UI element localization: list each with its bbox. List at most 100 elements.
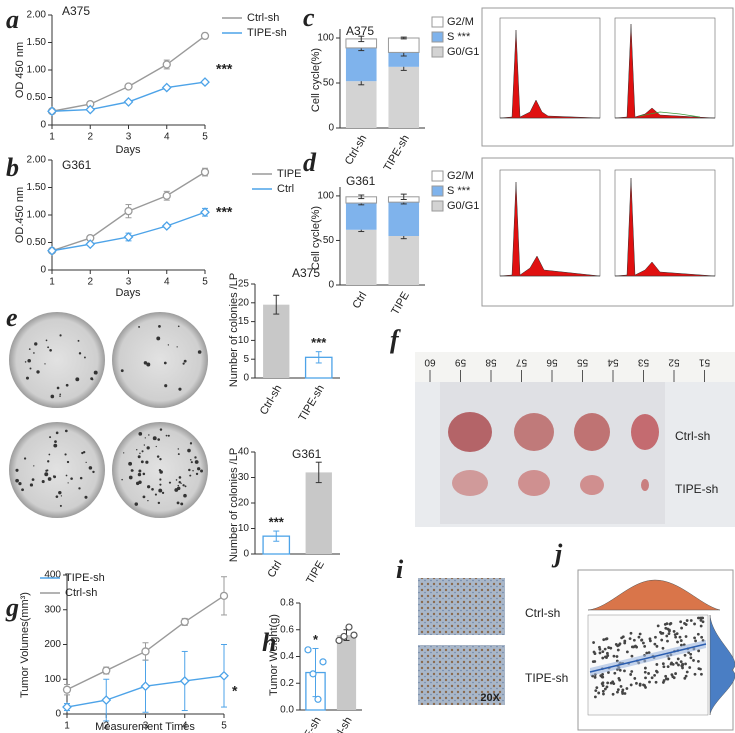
scatter-dot [607,646,611,649]
scatter-dot [654,635,657,639]
point [162,191,171,200]
ruler-label: 60 [424,356,436,367]
scatter-dot [592,641,595,644]
ihc-images [418,578,505,705]
colony [70,477,73,480]
scatter-dot [676,657,680,661]
scatter-dot [647,672,650,675]
ruler-label: 54 [607,356,619,367]
y-axis-label: Tumor Weight(g) [268,614,280,696]
scatter-dot [609,646,613,650]
x-tick-label: 3 [143,721,149,732]
y-tick-label: 40 [238,447,250,458]
scatter-dot [660,638,664,642]
y-tick-label: 0 [328,280,334,291]
bar-segment [388,52,420,67]
ruler-label: 58 [485,356,497,367]
y-tick-label: 0 [40,120,46,131]
point [314,695,322,703]
scatter-dot [693,622,696,626]
colony [158,468,162,472]
panel-letter: b [6,153,19,182]
colony [177,325,180,328]
colony [178,476,182,479]
colony [58,490,62,495]
scatter-dot [629,673,633,676]
point [102,666,111,675]
error-bar [273,294,280,315]
scatter-dot [688,666,692,669]
point [219,591,229,600]
scatter-dot [595,686,599,690]
scatter-dot [679,620,683,624]
scatter-dot [672,630,676,633]
point [101,695,112,706]
y-tick-label: 0 [243,549,249,560]
flow-cytometry-g361 [481,157,734,307]
colony [67,482,69,484]
x-tick-label: TIPE-sh [293,715,323,733]
panel-letter: j [551,539,563,568]
colony [188,468,191,472]
scatter-dot [667,628,671,632]
scatter-dot [638,683,642,687]
y-tick-label: 25 [238,279,250,290]
scatter-dot [630,670,634,673]
colony [24,361,27,363]
colony [180,502,184,506]
bar-segment [388,66,420,128]
bar-segment [388,202,420,236]
scatter-dot [659,632,663,635]
error-bar [400,193,407,200]
point [85,104,96,115]
colony [176,346,178,348]
colony [194,460,199,464]
x-tick-label: TIPE-sh [297,383,327,423]
point [200,31,210,41]
scatter-dot [593,675,597,679]
colony [138,325,140,328]
scatter-dot [649,639,652,643]
colony [190,461,193,464]
scatter-dot [683,653,687,657]
y-axis-label: Number of colonies /LP [228,273,240,387]
point [162,60,171,69]
scatter-dot [603,687,607,691]
colony [189,442,193,445]
scatter-dot [600,675,604,679]
scatter-dot [616,688,620,692]
colony [168,481,172,484]
x-tick-label: 3 [126,277,132,288]
scatter-dot [606,681,610,685]
x-axis-label: Measurement Times [95,721,195,733]
colony [167,434,170,437]
x-tick-label: TIPE-sh [382,133,412,173]
x-tick-label: 2 [103,721,109,732]
scatter-dot [632,645,636,649]
scatter-dot [593,695,597,699]
scatter-dot [681,666,684,670]
ruler-label: 51 [699,356,711,367]
colony [65,474,68,477]
colony [15,478,19,483]
scatter-dot [654,680,658,684]
colony [64,453,67,456]
y-tick-label: 0.50 [27,237,47,248]
colony [142,495,146,499]
legend-label: G0/G1 [447,46,479,58]
y-tick-label: 0.4 [280,651,294,662]
error-bar [315,461,322,484]
x-tick-label: TIPE [304,559,327,586]
scatter-dot [591,660,595,664]
annotation: * [313,632,319,647]
colony [137,455,141,459]
colony [156,455,160,458]
colony [200,469,204,473]
y-tick-label: 0.8 [280,598,294,609]
y-tick-label: 0 [40,265,46,276]
scatter-dot [632,638,636,642]
scatter-dot [693,636,696,640]
panel-letter: c [303,3,315,32]
scatter-dot [653,673,656,677]
colonies [15,325,204,507]
